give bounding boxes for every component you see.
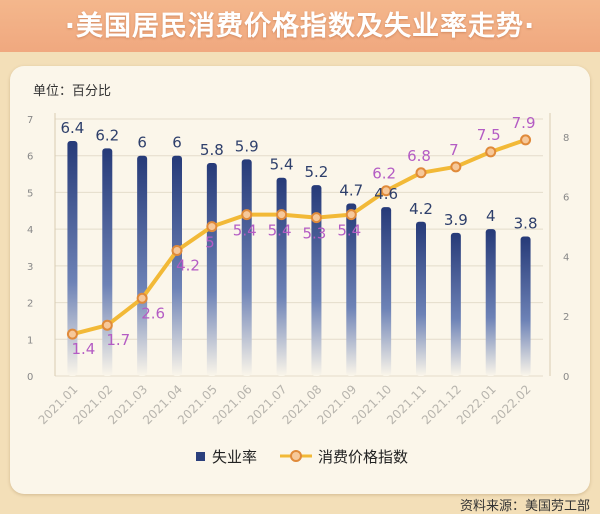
unemployment-bar — [172, 155, 182, 376]
unemployment-value-label: 5.4 — [270, 156, 294, 174]
cpi-value-label: 2.6 — [141, 304, 165, 322]
cpi-value-label: 5.3 — [302, 225, 326, 243]
legend: 失业率 消费价格指数 — [196, 448, 408, 466]
cpi-value-label: 5.4 — [233, 222, 257, 240]
chart-title: ·美国居民消费价格指数及失业率走势· — [64, 11, 536, 42]
left-tick-label: 2 — [27, 299, 33, 310]
legend-swatch-unemployment — [196, 452, 205, 461]
unemployment-bar — [276, 177, 287, 376]
cpi-line-group — [66, 134, 532, 340]
cpi-marker — [66, 328, 78, 340]
left-tick-label: 3 — [27, 262, 33, 273]
title-banner — [0, 0, 600, 52]
cpi-value-label: 4.2 — [176, 256, 200, 274]
unemployment-value-label: 4 — [486, 207, 496, 225]
legend-label-unemployment: 失业率 — [212, 448, 257, 466]
x-axis-ticks: 2021.012021.022021.032021.042021.052021.… — [36, 382, 534, 427]
right-tick-label: 0 — [563, 372, 569, 383]
left-tick-label: 4 — [27, 225, 33, 236]
unemployment-value-label: 4.2 — [409, 200, 433, 218]
cpi-labels: 1.4 1.7 2.6 4.2 5 5.4 5.4 5.3 5.4 6.2 6.8 7 7.5 7.9 — [71, 114, 535, 358]
unemployment-bar — [520, 236, 531, 376]
left-tick-label: 1 — [27, 335, 33, 346]
cpi-value-label: 5.4 — [268, 222, 292, 240]
unemployment-bar — [381, 207, 392, 376]
unemployment-bar — [450, 232, 461, 376]
unemployment-bars — [67, 141, 531, 376]
cpi-value-label: 6.8 — [407, 147, 431, 165]
unemployment-bar — [485, 229, 496, 376]
right-tick-label: 4 — [563, 252, 569, 263]
right-axis-ticks: 0 2 4 6 8 — [563, 133, 569, 383]
left-tick-label: 7 — [27, 115, 33, 126]
cpi-marker — [136, 292, 148, 304]
unemployment-bar — [206, 163, 217, 376]
cpi-marker — [380, 185, 392, 197]
cpi-marker — [241, 209, 253, 221]
unemployment-bar — [311, 185, 322, 376]
unemployment-value-label: 6.2 — [95, 126, 119, 144]
cpi-value-label: 1.4 — [71, 340, 95, 358]
unemployment-value-label: 6.4 — [60, 119, 84, 137]
unemployment-value-label: 4.7 — [339, 181, 363, 199]
cpi-value-label: 5.4 — [337, 222, 361, 240]
cpi-value-label: 7.5 — [477, 126, 501, 144]
unit-label: 单位：百分比 — [33, 84, 112, 99]
cpi-line — [71, 138, 527, 337]
cpi-marker — [101, 319, 113, 331]
cpi-marker — [310, 212, 322, 224]
unemployment-bar — [241, 159, 252, 376]
unemployment-value-label: 5.9 — [235, 137, 259, 155]
left-tick-label: 0 — [27, 372, 33, 383]
unemployment-bar — [346, 203, 357, 376]
unemployment-value-label: 5.8 — [200, 141, 224, 159]
cpi-marker — [485, 146, 497, 158]
cpi-value-label: 1.7 — [106, 331, 130, 349]
cpi-marker — [276, 209, 288, 221]
unemployment-bar — [102, 148, 113, 376]
cpi-marker — [345, 209, 357, 221]
cpi-value-label: 6.2 — [372, 165, 396, 183]
unemployment-bar — [137, 155, 148, 376]
legend-swatch-cpi-marker — [290, 450, 302, 462]
source-note: 资料来源：美国劳工部 — [459, 499, 590, 514]
cpi-marker — [415, 167, 427, 179]
legend-label-cpi: 消费价格指数 — [318, 448, 408, 466]
right-tick-label: 8 — [563, 133, 569, 144]
right-tick-label: 6 — [563, 193, 569, 204]
cpi-marker — [520, 134, 532, 146]
unemployment-value-label: 3.8 — [514, 214, 538, 232]
unemployment-bar — [67, 141, 78, 376]
cpi-marker — [171, 244, 183, 256]
left-tick-label: 5 — [27, 188, 33, 199]
unemployment-value-label: 4.6 — [374, 185, 398, 203]
unemployment-value-label: 5.2 — [304, 163, 328, 181]
right-tick-label: 2 — [563, 312, 569, 323]
unemployment-value-label: 6 — [172, 134, 182, 152]
left-axis-ticks: 0 1 2 3 4 5 6 7 — [27, 115, 33, 383]
unemployment-value-label: 6 — [137, 134, 147, 152]
unemployment-value-label: 3.9 — [444, 211, 468, 229]
unemployment-labels: 6.4 6.2 6 6 5.8 5.9 5.4 5.2 4.7 4.6 4.2 3.9 4 3.8 — [60, 119, 537, 232]
left-tick-label: 6 — [27, 152, 33, 163]
cpi-value-label: 7.9 — [512, 114, 536, 132]
unemployment-bar — [416, 221, 426, 376]
cpi-marker — [206, 221, 218, 233]
cpi-marker — [450, 161, 462, 173]
cpi-value-label: 7 — [449, 141, 459, 159]
cpi-value-label: 5 — [205, 234, 215, 252]
